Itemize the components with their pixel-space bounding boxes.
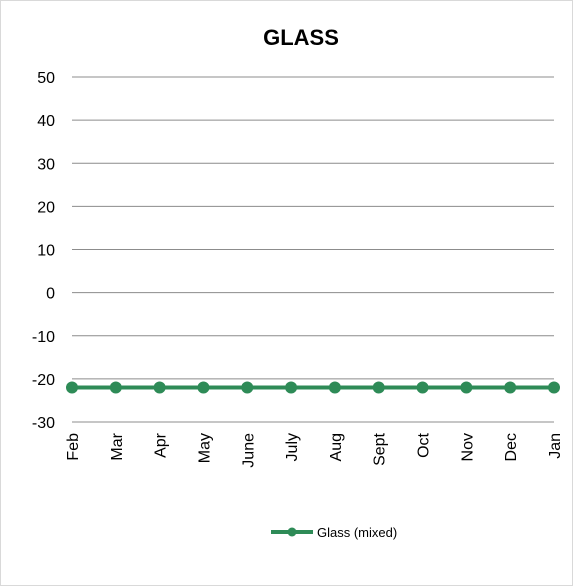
legend: Glass (mixed) xyxy=(271,525,397,540)
chart-title: GLASS xyxy=(263,25,339,50)
x-tick-label: Aug xyxy=(328,433,345,461)
x-axis-tick-labels: Feb Mar Apr May June July Aug Sept Oct Nov Dec Jan xyxy=(65,432,564,467)
x-tick-label: June xyxy=(240,433,257,468)
data-point xyxy=(241,381,254,394)
data-point xyxy=(285,381,298,394)
x-tick-label: Mar xyxy=(109,432,126,460)
data-point xyxy=(109,381,122,394)
y-tick-label: -10 xyxy=(32,329,55,346)
y-tick-label: 0 xyxy=(46,286,55,303)
y-tick-label: 10 xyxy=(37,243,55,260)
x-tick-label: Dec xyxy=(503,433,520,461)
y-axis-tick-labels: 50 40 30 20 10 0 -10 -20 -30 xyxy=(32,70,55,432)
grid-layer xyxy=(72,76,554,423)
y-tick-label: -30 xyxy=(32,415,55,432)
data-point xyxy=(504,381,517,394)
data-point xyxy=(153,381,166,394)
data-point xyxy=(460,381,473,394)
legend-point-marker xyxy=(287,527,297,537)
data-point xyxy=(416,381,429,394)
x-tick-label: Apr xyxy=(153,432,170,458)
data-point xyxy=(66,381,78,394)
legend-label: Glass (mixed) xyxy=(317,525,397,540)
series-layer xyxy=(66,381,560,394)
data-point xyxy=(372,381,385,394)
data-point xyxy=(328,381,341,394)
data-point xyxy=(548,381,560,394)
data-point xyxy=(197,381,210,394)
x-tick-label: Feb xyxy=(65,433,82,461)
y-tick-label: 30 xyxy=(37,156,55,173)
x-tick-label: Jan xyxy=(547,433,564,459)
x-tick-label: Nov xyxy=(459,433,476,461)
y-tick-label: 20 xyxy=(37,199,55,216)
x-tick-label: Oct xyxy=(416,432,433,457)
x-tick-label: July xyxy=(284,433,301,461)
y-tick-label: 50 xyxy=(37,70,55,87)
y-tick-label: -20 xyxy=(32,372,55,389)
x-tick-label: May xyxy=(196,433,213,463)
x-tick-label: Sept xyxy=(372,432,389,465)
y-tick-label: 40 xyxy=(37,113,55,130)
